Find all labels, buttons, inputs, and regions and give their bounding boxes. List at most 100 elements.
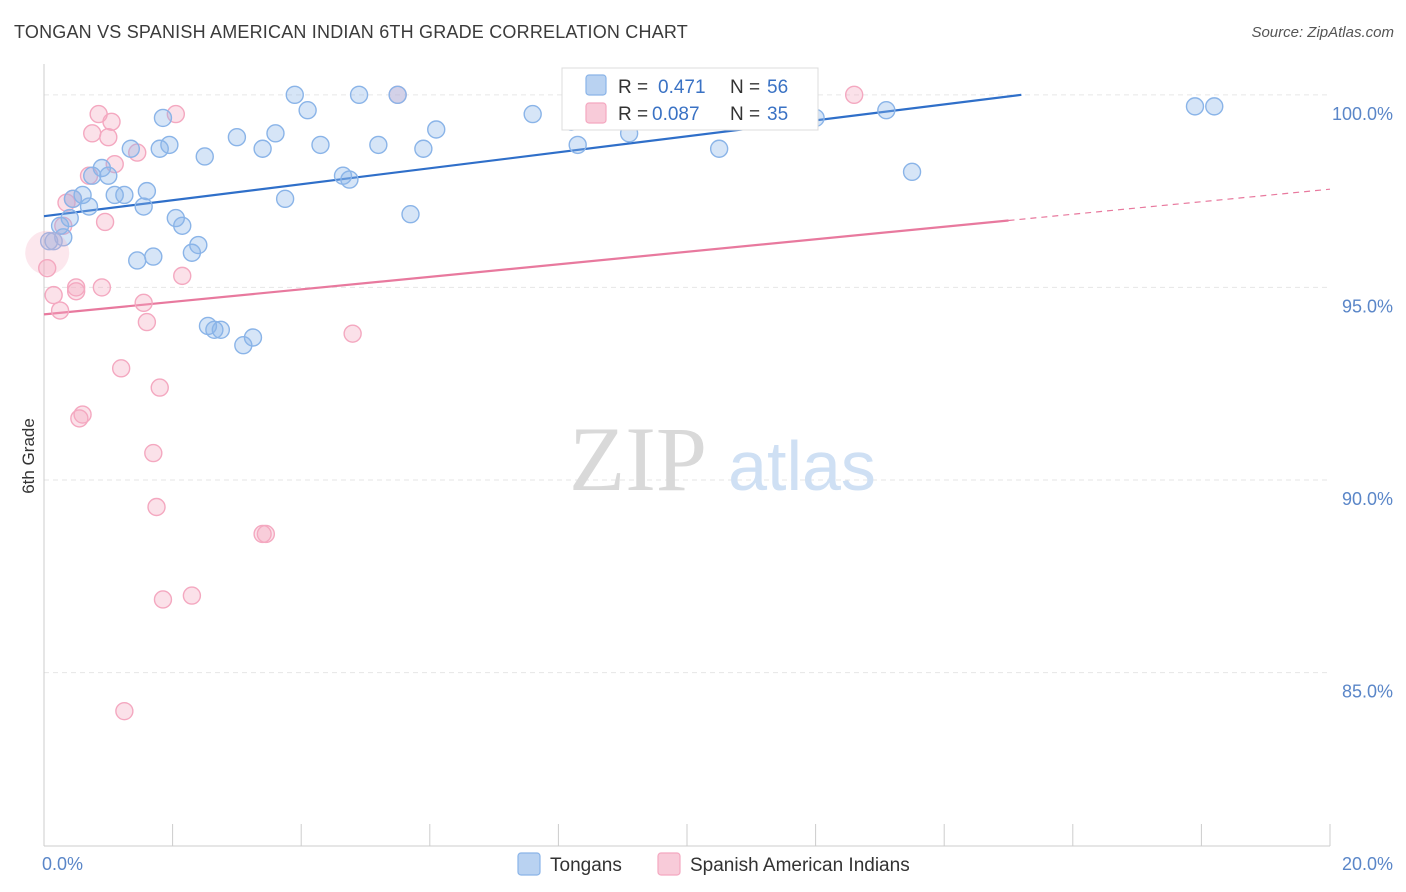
legend-r-value-tongans: 0.471 [658, 77, 706, 98]
legend-swatch-spanish-american-indians [585, 102, 607, 124]
point-0-54 [1185, 97, 1205, 116]
point-0-28 [211, 320, 231, 340]
point-0-3 [50, 216, 70, 235]
legend-r-label-tongans: R = [618, 77, 648, 98]
point-0-20 [160, 135, 179, 155]
point-0-2 [54, 228, 73, 247]
point-0-1 [44, 232, 63, 251]
point-0-33 [266, 124, 285, 143]
point-1-21 [134, 293, 153, 313]
point-1-31 [256, 524, 276, 544]
point-1-1 [44, 285, 63, 305]
point-0-6 [73, 185, 92, 205]
point-1-14 [95, 212, 115, 232]
x-tick-label-0: 0.0% [42, 854, 83, 874]
point-1-34 [844, 85, 864, 105]
point-1-0 [38, 258, 57, 278]
point-1-19 [115, 701, 134, 721]
point-1-29 [182, 586, 202, 605]
legend-n-label-tongans: N = [730, 77, 760, 98]
point-0-12 [115, 185, 134, 205]
point-0-30 [234, 336, 253, 355]
point-1-15 [99, 127, 118, 147]
point-1-9 [73, 405, 92, 424]
point-0-22 [173, 216, 192, 235]
point-0-18 [150, 139, 169, 158]
point-1-28 [173, 266, 192, 286]
series-legend-label-tongans: Tongans [550, 855, 622, 876]
y-tick-label-0: 100.0% [1332, 104, 1393, 124]
chart-source: Source: ZipAtlas.com [1251, 24, 1394, 41]
point-0-11 [105, 185, 124, 205]
trend-lines [43, 93, 1331, 316]
point-1-16 [102, 112, 121, 131]
point-0-31 [243, 328, 263, 347]
point-1-24 [147, 497, 166, 517]
point-0-42 [388, 85, 407, 105]
point-0-43 [401, 205, 420, 224]
point-0-15 [134, 197, 153, 216]
series-legend-swatch-tongans [517, 852, 541, 876]
y-axis-label: 6th Grade [19, 418, 38, 494]
trend-line-0 [43, 93, 1022, 218]
watermark-atlas: atlas [728, 427, 876, 505]
point-0-14 [128, 251, 147, 270]
point-0-48 [568, 135, 587, 155]
point-0-41 [369, 135, 388, 155]
axes [43, 64, 1331, 847]
gridlines [44, 94, 1330, 674]
x-tick-label-1: 20.0% [1342, 854, 1393, 874]
point-1-25 [150, 378, 169, 397]
point-0-5 [63, 189, 83, 209]
point-0-4 [60, 208, 79, 228]
point-1-26 [153, 590, 173, 609]
y-tick-label-1: 95.0% [1342, 296, 1393, 316]
point-0-0 [39, 232, 59, 251]
point-1-11 [83, 124, 102, 143]
point-0-34 [275, 189, 295, 209]
point-0-8 [83, 166, 102, 185]
y-tick-label-2: 90.0% [1342, 489, 1393, 509]
point-0-13 [121, 139, 141, 158]
series-legend-label-spanish: Spanish American Indians [690, 855, 910, 876]
watermark-zip: ZIP [569, 408, 707, 510]
series-legend-swatch-spanish [657, 852, 681, 876]
legend-n-value-spanish: 35 [767, 104, 788, 125]
point-0-53 [877, 101, 896, 120]
point-1-13 [92, 278, 112, 297]
point-0-19 [153, 108, 173, 128]
point-0-55 [1205, 97, 1224, 116]
point-0-10 [99, 166, 118, 185]
point-0-16 [137, 181, 157, 201]
point-1-7 [66, 278, 86, 297]
trend-line-1 [43, 219, 1009, 316]
point-1-18 [111, 359, 131, 378]
trend-line-extension-1 [1008, 188, 1331, 222]
point-0-52 [902, 162, 922, 182]
legend: R = 0.471 N = 56 R = 0.087 N = 35 [561, 67, 819, 131]
data-points [25, 85, 1224, 721]
point-0-35 [285, 85, 304, 105]
point-cluster-large [25, 230, 70, 275]
point-0-36 [298, 101, 317, 120]
point-0-50 [709, 139, 729, 158]
point-0-29 [227, 127, 247, 147]
point-1-22 [137, 312, 157, 332]
legend-n-value-tongans: 56 [767, 77, 788, 98]
point-0-27 [205, 320, 224, 340]
y-tick-label-3: 85.0% [1342, 682, 1393, 702]
point-0-46 [523, 104, 542, 124]
legend-r-value-spanish: 0.087 [652, 104, 700, 125]
series-legend: Tongans Spanish American Indians [517, 852, 910, 876]
legend-r-label-spanish: R = [618, 104, 648, 125]
point-0-25 [195, 147, 214, 166]
watermark: ZIP atlas [569, 408, 876, 510]
legend-swatch-tongans [585, 74, 607, 96]
point-0-24 [189, 235, 208, 255]
point-0-44 [414, 139, 433, 158]
point-0-37 [311, 135, 330, 155]
chart-title: TONGAN VS SPANISH AMERICAN INDIAN 6TH GR… [14, 22, 688, 42]
point-0-17 [144, 247, 163, 266]
point-0-40 [349, 85, 369, 105]
